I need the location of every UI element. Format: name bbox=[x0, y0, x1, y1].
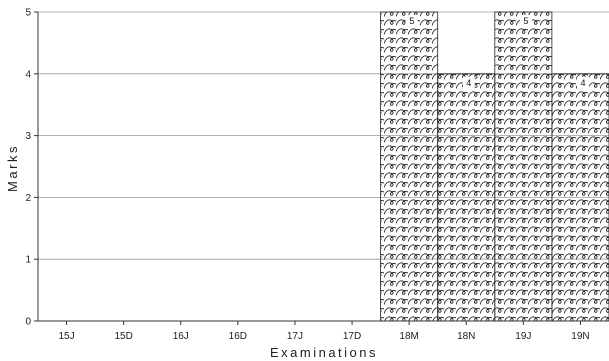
bars bbox=[380, 11, 609, 322]
y-tick-label: 2 bbox=[25, 193, 31, 204]
x-tick-label-17J: 17J bbox=[287, 331, 303, 342]
x-tick-label-19J: 19J bbox=[515, 331, 531, 342]
axes bbox=[34, 11, 609, 325]
x-tick-label-17D: 17D bbox=[343, 331, 361, 342]
bar-18N bbox=[437, 73, 496, 322]
x-tick-label-15J: 15J bbox=[58, 331, 74, 342]
data-label-19J: 5 bbox=[523, 16, 528, 26]
y-tick-label: 0 bbox=[25, 317, 31, 328]
x-tick-label-18N: 18N bbox=[457, 331, 475, 342]
x-tick-label-16D: 16D bbox=[229, 331, 247, 342]
y-axis-title: Marks bbox=[5, 144, 20, 192]
data-label-18M: 5 bbox=[409, 16, 414, 26]
data-label-bg bbox=[462, 76, 475, 89]
y-tick-label: 1 bbox=[25, 255, 31, 266]
data-label-bg bbox=[519, 15, 532, 27]
x-tick-label-19N: 19N bbox=[571, 331, 589, 342]
bar-19J bbox=[494, 11, 553, 322]
y-tick-label: 4 bbox=[25, 69, 31, 80]
y-tick-label: 3 bbox=[25, 131, 31, 142]
data-label-bg bbox=[405, 15, 418, 27]
data-label-18N: 4 bbox=[466, 78, 471, 88]
x-tick-label-18M: 18M bbox=[399, 331, 418, 342]
y-tick-label: 5 bbox=[25, 8, 31, 19]
x-tick-label-15D: 15D bbox=[114, 331, 132, 342]
labels: 0 1 2 3 4 5 5 4 5 4 15J 15D 16J 16D 17J 17D 18M 18N 19J 19N bbox=[25, 8, 589, 343]
x-tick-label-16J: 16J bbox=[173, 331, 189, 342]
data-label-bg bbox=[577, 76, 589, 89]
bar-19N bbox=[551, 73, 609, 322]
bar-18M bbox=[380, 11, 439, 322]
data-label-19N: 4 bbox=[580, 78, 585, 88]
x-axis-title: Examinations bbox=[270, 345, 378, 360]
